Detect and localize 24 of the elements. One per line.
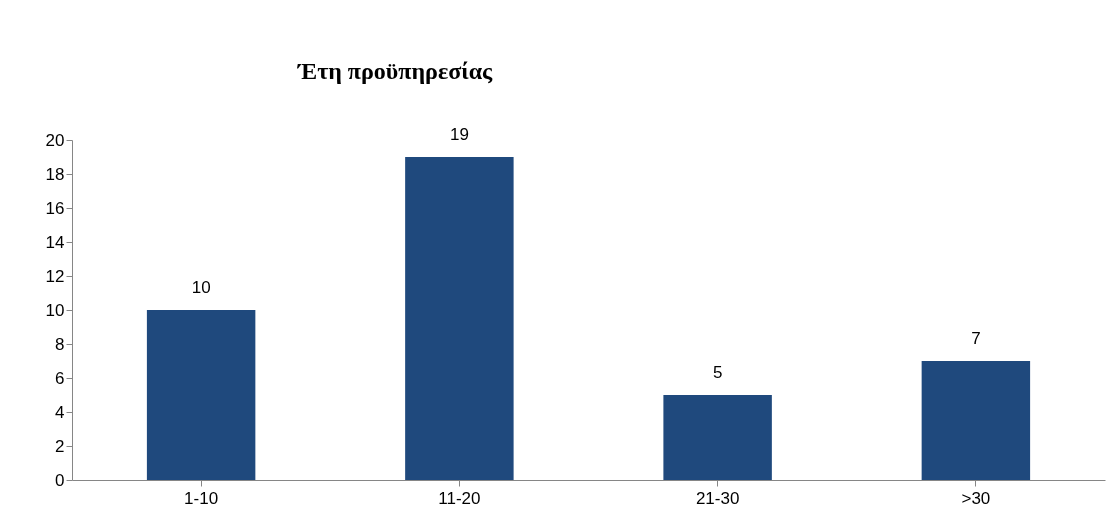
- y-tick-label: 4: [55, 402, 65, 422]
- y-tick-label: 2: [55, 436, 65, 456]
- data-label: 7: [971, 329, 981, 348]
- chart-title: Έτη προϋπηρεσίας: [297, 58, 494, 84]
- bar: [663, 395, 772, 480]
- x-tick-label: >30: [961, 488, 991, 508]
- y-tick-label: 18: [45, 164, 65, 184]
- data-label: 5: [712, 363, 723, 382]
- bar: [921, 361, 1031, 480]
- y-tick-label: 0: [55, 470, 65, 490]
- x-tick-label: 1-10: [184, 488, 219, 508]
- bar: [405, 157, 514, 480]
- y-tick-label: 6: [55, 368, 65, 388]
- y-tick-label: 20: [45, 130, 65, 150]
- y-tick-label: 8: [55, 334, 65, 354]
- y-tick-label: 16: [45, 198, 65, 218]
- y-tick-label: 12: [45, 266, 65, 286]
- x-tick-label: 11-20: [438, 488, 481, 508]
- data-label: 10: [191, 278, 211, 297]
- y-tick-label: 10: [45, 300, 65, 320]
- data-label: 19: [449, 125, 469, 144]
- x-tick-label: 21-30: [695, 488, 740, 508]
- bar: [146, 310, 256, 480]
- y-tick-label: 14: [45, 232, 65, 252]
